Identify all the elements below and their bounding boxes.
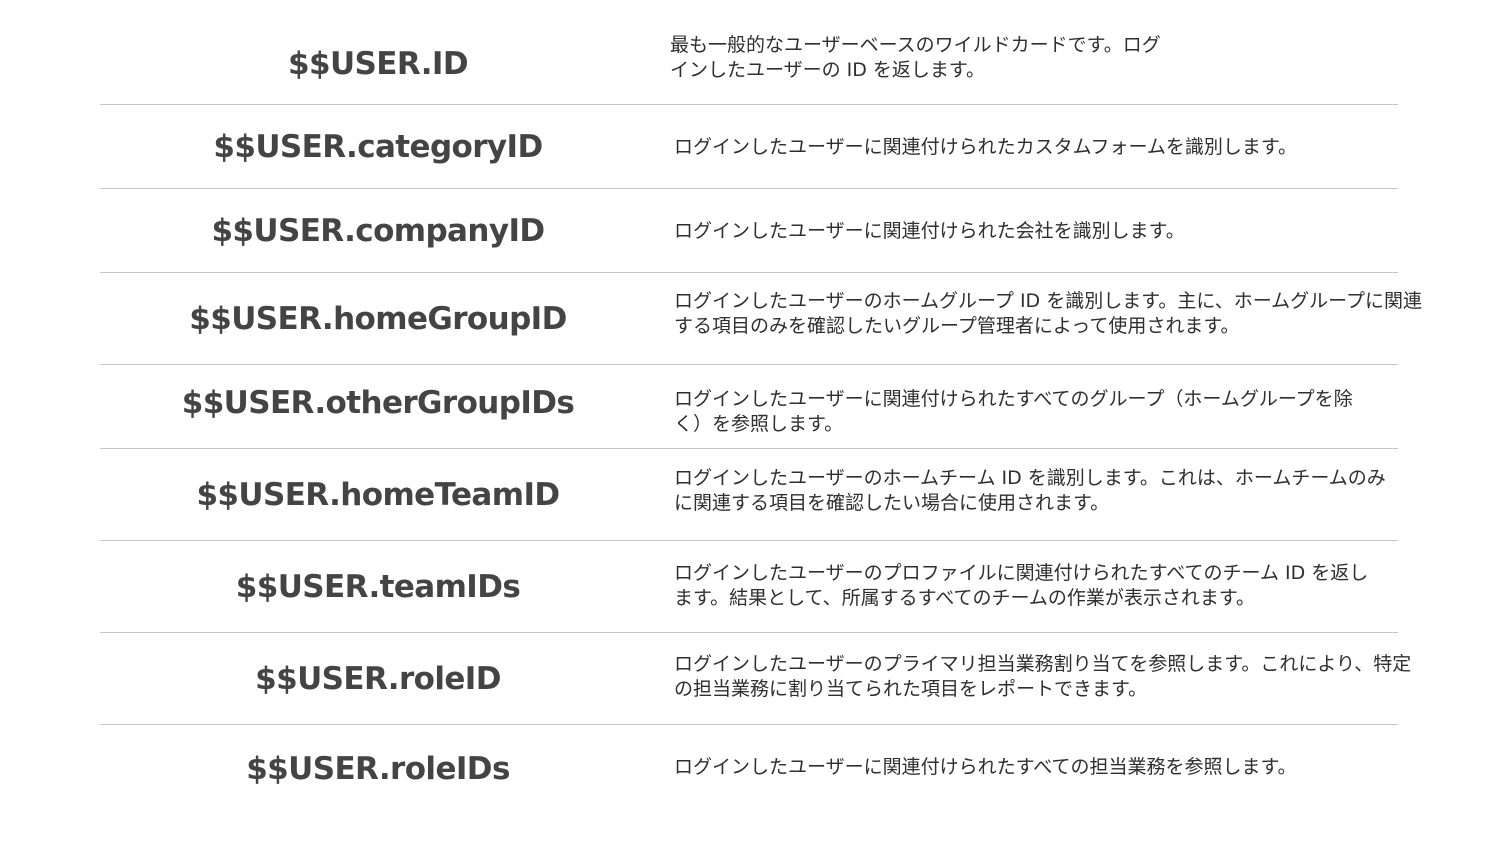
wildcard-description: ログインしたユーザーのホームチーム ID を識別します。これは、ホームチームのみ… [656,466,1498,516]
wildcard-name: $$USER.teamIDs [235,569,521,605]
wildcard-description: 最も一般的なユーザーベースのワイルドカードです。ログ インしたユーザーの ID … [656,33,1498,83]
description-line: ログインしたユーザーに関連付けられたすべてのグループ（ホームグループを除 [674,388,1353,410]
description-line: ログインしたユーザーのプライマリ担当業務割り当てを参照します。これにより、特定 [674,653,1412,675]
wildcard-description: ログインしたユーザーのプロファイルに関連付けられたすべてのチーム ID を返し … [656,561,1498,611]
table-row-user-id: $$USER.ID 最も一般的なユーザーベースのワイルドカードです。ログ インし… [100,22,1498,105]
description-line: ログインしたユーザーのホームグループ ID を識別します。主に、ホームグループに… [674,290,1423,312]
description-line: ログインしたユーザーに関連付けられたすべての担当業務を参照します。 [674,755,1297,778]
wildcard-description: ログインしたユーザーに関連付けられたすべてのグループ（ホームグループを除 く）を… [656,387,1498,437]
wildcard-name: $$USER.roleID [255,661,501,697]
row-divider [100,188,1398,189]
description-line: に関連する項目を確認したい場合に使用されます。 [674,492,1110,514]
row-divider [100,632,1398,633]
table-row-role-ids: $$USER.roleIDs ログインしたユーザーに関連付けられたすべての担当業… [100,725,1498,813]
wildcard-name: $$USER.categoryID [213,129,543,165]
row-divider [100,104,1398,105]
table-row-category-id: $$USER.categoryID ログインしたユーザーに関連付けられたカスタム… [100,105,1498,189]
row-divider [100,540,1398,541]
wildcard-description: ログインしたユーザーに関連付けられたカスタムフォームを識別します。 [656,135,1498,160]
table-row-company-id: $$USER.companyID ログインしたユーザーに関連付けられた会社を識別… [100,189,1498,273]
table-row-other-group-ids: $$USER.otherGroupIDs ログインしたユーザーに関連付けられたす… [100,365,1498,449]
wildcard-description: ログインしたユーザーに関連付けられたすべての担当業務を参照します。 [656,755,1498,780]
description-line: ます。結果として、所属するすべてのチームの作業が表示されます。 [674,587,1256,609]
description-line: ログインしたユーザーに関連付けられた会社を識別します。 [674,219,1185,242]
row-divider [100,364,1398,365]
row-divider [100,448,1398,449]
description-line: ログインしたユーザーのホームチーム ID を識別します。これは、ホームチームのみ [674,467,1386,489]
description-line: く）を参照します。 [674,413,844,435]
wildcard-name: $$USER.ID [288,45,469,82]
table-row-home-group-id: $$USER.homeGroupID ログインしたユーザーのホームグループ ID… [100,273,1498,365]
description-line: 最も一般的なユーザーベースのワイルドカードです。ログ [670,33,1161,56]
table-row-home-team-id: $$USER.homeTeamID ログインしたユーザーのホームチーム ID を… [100,449,1498,541]
wildcard-name: $$USER.otherGroupIDs [181,385,575,421]
wildcard-name: $$USER.homeGroupID [189,301,567,337]
wildcard-name: $$USER.homeTeamID [196,477,560,513]
row-divider [100,724,1398,725]
table-row-team-ids: $$USER.teamIDs ログインしたユーザーのプロファイルに関連付けられた… [100,541,1498,633]
wildcard-description: ログインしたユーザーのプライマリ担当業務割り当てを参照します。これにより、特定 … [656,652,1498,702]
wildcard-name: $$USER.roleIDs [246,751,510,787]
description-line: ログインしたユーザーのプロファイルに関連付けられたすべてのチーム ID を返し [674,562,1369,584]
description-line: する項目のみを確認したいグループ管理者によって使用されます。 [674,315,1240,337]
wildcard-description: ログインしたユーザーのホームグループ ID を識別します。主に、ホームグループに… [656,289,1498,339]
description-line: ログインしたユーザーに関連付けられたカスタムフォームを識別します。 [674,135,1298,158]
description-line: の担当業務に割り当てられた項目をレポートできます。 [674,678,1148,700]
wildcard-name: $$USER.companyID [211,213,545,249]
row-divider [100,272,1398,273]
table-row-role-id: $$USER.roleID ログインしたユーザーのプライマリ担当業務割り当てを参… [100,633,1498,725]
wildcard-description: ログインしたユーザーに関連付けられた会社を識別します。 [656,219,1498,244]
wildcard-table: $$USER.ID 最も一般的なユーザーベースのワイルドカードです。ログ インし… [100,22,1498,813]
description-line: インしたユーザーの ID を返します。 [670,58,986,81]
